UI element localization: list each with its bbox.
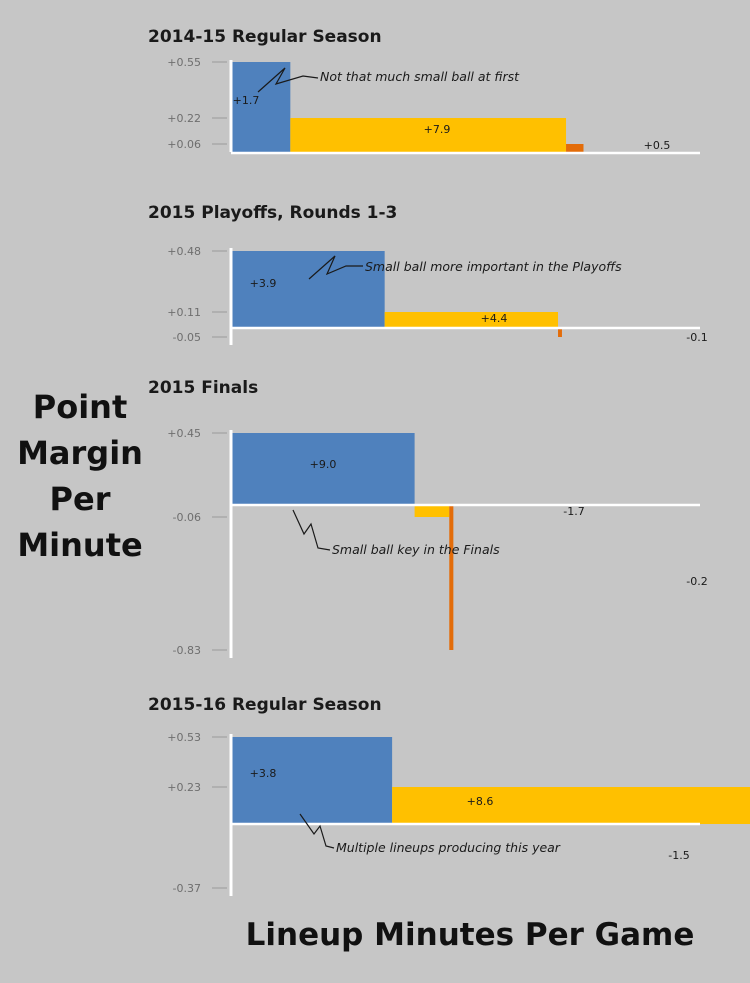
chart-panel: 2015-16 Regular Season +0.53 +0.23 -0.37 +3.… <box>148 695 750 896</box>
bar-blue <box>231 62 291 153</box>
bar-value-label: +7.9 <box>424 123 451 136</box>
y-axis-label-line: Point <box>33 388 127 426</box>
chart-panel: 2015 Playoffs, Rounds 1-3 +0.48 +0.11 -0.05… <box>148 203 708 345</box>
bar-yellow <box>290 118 567 153</box>
annotation-text: Multiple lineups producing this year <box>336 840 561 855</box>
y-axis-label-line: Per <box>50 480 111 518</box>
x-axis-label: Lineup Minutes Per Game <box>246 917 695 953</box>
annotation-text: Small ball more important in the Playoff… <box>365 259 622 274</box>
panel-title: 2015-16 Regular Season <box>148 695 382 715</box>
y-tick-label: +0.23 <box>167 781 201 794</box>
bar-value-label: +3.8 <box>250 767 277 780</box>
chart-panel: 2014-15 Regular Season +0.55 +0.22 +0.06 +1.… <box>148 27 700 155</box>
bar-value-label: +4.4 <box>481 312 508 325</box>
annotation-text: Small ball key in the Finals <box>332 542 500 557</box>
bar-value-label: +8.6 <box>467 795 494 808</box>
bar-value-label: +9.0 <box>310 458 337 471</box>
y-tick-label: +0.06 <box>167 138 201 151</box>
y-tick-label: -0.37 <box>173 882 201 895</box>
y-tick-label: -0.05 <box>173 331 201 344</box>
bar-blue <box>231 433 415 505</box>
y-tick-label: +0.11 <box>167 306 201 319</box>
annotation-text: Not that much small ball at first <box>320 69 520 84</box>
panel-title: 2014-15 Regular Season <box>148 27 382 47</box>
y-tick-label: +0.22 <box>167 112 201 125</box>
bar-value-label: +3.9 <box>250 277 277 290</box>
panel-title: 2015 Playoffs, Rounds 1-3 <box>148 203 397 223</box>
bar-blue <box>231 251 385 328</box>
y-tick-label: +0.55 <box>167 56 201 69</box>
y-axis-label-line: Minute <box>17 526 142 564</box>
bar-value-label: -1.5 <box>668 849 689 862</box>
annotation-pointer <box>257 67 319 93</box>
annotation-pointer <box>299 813 335 849</box>
chart-panel: 2015 Finals +0.45 -0.06 -0.83 +9.0 -1.7 -0.2 Sm… <box>148 378 708 658</box>
bar-yellow <box>384 312 559 328</box>
bar-value-label: +1.7 <box>233 94 260 107</box>
bar-yellow <box>414 505 450 517</box>
y-tick-label: +0.53 <box>167 731 201 744</box>
y-tick-label: -0.83 <box>173 644 201 657</box>
bar-orange <box>449 505 454 650</box>
bar-value-label: -0.2 <box>686 575 707 588</box>
y-tick-label: +0.48 <box>167 245 201 258</box>
y-tick-label: -0.06 <box>173 511 201 524</box>
bar-value-label: -0.1 <box>686 331 707 344</box>
y-axis-label-line: Margin <box>17 434 143 472</box>
bar-value-label: +0.5 <box>644 139 671 152</box>
bar-yellow <box>392 787 750 824</box>
bar-value-label: -1.7 <box>563 505 584 518</box>
annotation-pointer <box>292 509 331 551</box>
bar-blue <box>231 737 393 824</box>
bar-orange <box>566 144 584 153</box>
y-tick-label: +0.45 <box>167 427 201 440</box>
panel-title: 2015 Finals <box>148 378 258 398</box>
bar-orange <box>558 328 562 337</box>
annotation-pointer <box>308 255 363 280</box>
